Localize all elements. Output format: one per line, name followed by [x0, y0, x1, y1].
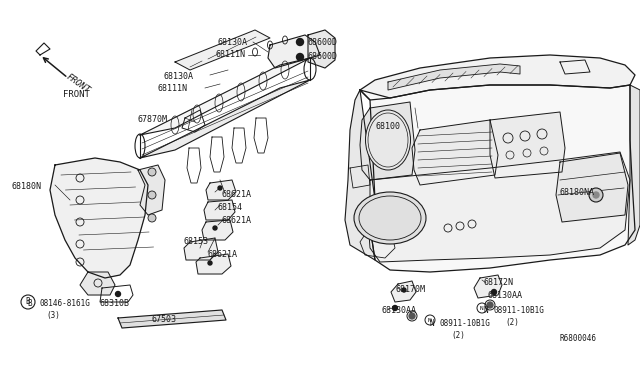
Text: 68600D: 68600D — [308, 52, 338, 61]
Polygon shape — [184, 238, 218, 260]
Text: N: N — [480, 305, 484, 311]
Text: 68153: 68153 — [183, 237, 208, 246]
Circle shape — [208, 261, 212, 265]
Text: N: N — [484, 306, 488, 315]
Circle shape — [213, 226, 217, 230]
Text: 68130AA: 68130AA — [487, 291, 522, 300]
Polygon shape — [196, 254, 231, 274]
Polygon shape — [345, 90, 375, 260]
Circle shape — [148, 168, 156, 176]
Polygon shape — [206, 180, 236, 200]
Text: 68600D: 68600D — [308, 38, 338, 47]
Text: 68130A: 68130A — [218, 38, 248, 47]
Circle shape — [115, 292, 120, 296]
Polygon shape — [360, 85, 635, 272]
Polygon shape — [138, 165, 165, 215]
Text: 68180NA: 68180NA — [560, 188, 595, 197]
Polygon shape — [268, 35, 320, 68]
Circle shape — [148, 191, 156, 199]
Text: 68310B: 68310B — [99, 299, 129, 308]
Text: 08911-10B1G: 08911-10B1G — [440, 319, 491, 328]
Circle shape — [402, 288, 406, 292]
Ellipse shape — [354, 192, 426, 244]
Polygon shape — [308, 30, 335, 68]
Text: R6800046: R6800046 — [560, 334, 597, 343]
Polygon shape — [391, 281, 416, 302]
Circle shape — [296, 54, 303, 61]
Ellipse shape — [365, 110, 410, 170]
Circle shape — [218, 186, 222, 190]
Text: 68111N: 68111N — [157, 84, 187, 93]
Polygon shape — [204, 200, 235, 220]
Polygon shape — [50, 158, 148, 278]
Text: 68621A: 68621A — [222, 190, 252, 199]
Text: N: N — [430, 319, 435, 328]
Text: 68111N: 68111N — [216, 50, 246, 59]
Text: N: N — [428, 317, 432, 323]
Text: B: B — [28, 299, 32, 308]
Polygon shape — [202, 220, 233, 240]
Circle shape — [589, 188, 603, 202]
Text: 68170M: 68170M — [395, 285, 425, 294]
Polygon shape — [175, 30, 270, 70]
Text: 68130AA: 68130AA — [382, 306, 417, 315]
Circle shape — [492, 289, 497, 295]
Text: 68172N: 68172N — [484, 278, 514, 287]
Polygon shape — [388, 64, 520, 90]
Polygon shape — [360, 55, 635, 100]
Text: (2): (2) — [505, 318, 519, 327]
Text: B: B — [26, 298, 30, 307]
Circle shape — [409, 313, 415, 319]
Text: 67870M: 67870M — [138, 115, 168, 124]
Text: FRONT: FRONT — [63, 90, 90, 99]
Polygon shape — [140, 58, 310, 135]
Polygon shape — [140, 80, 310, 158]
Text: 68621A: 68621A — [222, 216, 252, 225]
Text: 08911-10B1G: 08911-10B1G — [494, 306, 545, 315]
Circle shape — [593, 192, 599, 198]
Circle shape — [296, 38, 303, 45]
Polygon shape — [474, 275, 502, 298]
Text: 67503: 67503 — [152, 315, 177, 324]
Text: (3): (3) — [46, 311, 60, 320]
Polygon shape — [118, 310, 226, 328]
Circle shape — [392, 305, 397, 311]
Text: 08146-8161G: 08146-8161G — [40, 299, 91, 308]
Polygon shape — [412, 120, 498, 185]
Polygon shape — [80, 272, 115, 295]
Text: 68130A: 68130A — [163, 72, 193, 81]
Polygon shape — [628, 85, 640, 245]
Text: FRONT: FRONT — [64, 72, 91, 95]
Circle shape — [487, 302, 493, 308]
Polygon shape — [490, 112, 565, 178]
Text: 68621A: 68621A — [207, 250, 237, 259]
Text: 68154: 68154 — [217, 203, 242, 212]
Polygon shape — [556, 153, 628, 222]
Text: (2): (2) — [451, 331, 465, 340]
Text: 68100: 68100 — [376, 122, 401, 131]
Polygon shape — [368, 152, 630, 262]
Polygon shape — [360, 102, 415, 180]
Text: 68180N: 68180N — [12, 182, 42, 191]
Circle shape — [148, 214, 156, 222]
